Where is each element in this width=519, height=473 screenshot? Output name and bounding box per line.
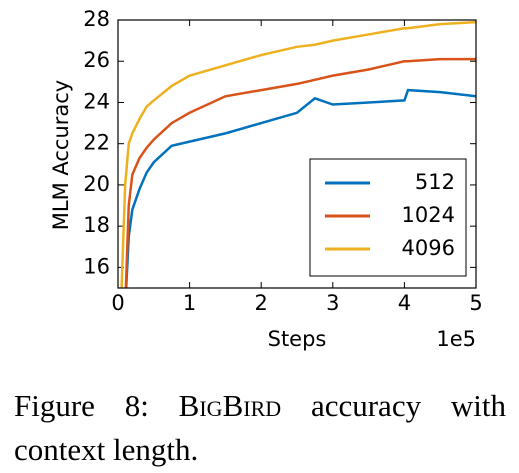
y-tick-label: 18 — [83, 213, 110, 237]
x-tick-label: 4 — [398, 291, 411, 315]
caption: Figure 8: BigBird accuracy with context … — [14, 384, 506, 472]
y-tick-label: 22 — [83, 131, 110, 155]
x-tick-label: 3 — [326, 291, 339, 315]
x-tick-label: 2 — [255, 291, 268, 315]
y-tick-label: 26 — [83, 48, 110, 72]
x-offset-label: 1e5 — [436, 327, 476, 351]
series-line — [124, 88, 476, 288]
x-tick-label: 0 — [111, 291, 124, 315]
caption-label: Figure 8: — [14, 388, 149, 423]
y-tick-label: 20 — [83, 172, 110, 196]
y-axis-label: MLM Accuracy — [49, 80, 73, 231]
series-line — [120, 20, 476, 288]
plot-frame — [117, 19, 477, 289]
caption-name: BigBird — [178, 388, 282, 423]
x-axis-label: Steps — [268, 327, 327, 351]
legend-label: 1024 — [402, 203, 455, 227]
x-tick-label: 5 — [469, 291, 482, 315]
y-tick-label: 16 — [83, 254, 110, 278]
x-tick-label: 1 — [183, 291, 196, 315]
series-line — [124, 57, 476, 288]
y-tick-label: 28 — [83, 7, 110, 31]
legend-label: 4096 — [402, 236, 455, 260]
y-tick-label: 24 — [83, 89, 110, 113]
caption-text: accuracy with context length. — [14, 388, 506, 467]
legend-label: 512 — [415, 170, 455, 194]
